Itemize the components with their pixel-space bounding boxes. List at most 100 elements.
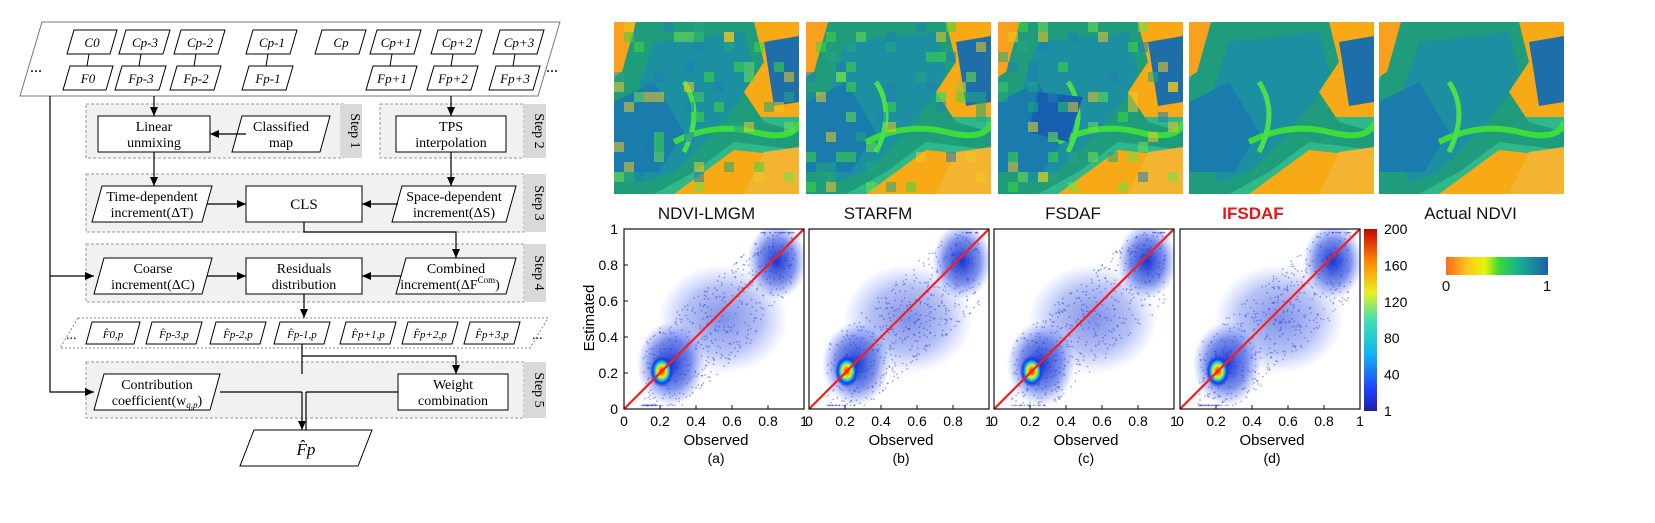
x-tick-label: 0.8 <box>758 413 778 429</box>
prediction-row: F̂0,p F̂p-3,p F̂p-2,p F̂p-1,p F̂p+1,p F̂… <box>85 321 521 345</box>
scatter-panel-1: 00 0.2 0.2 0.4 0.4 0.6 0.6 0.8 0.8 1 1 Observed(a) <box>599 223 809 466</box>
x-tick-label: 0.4 <box>686 413 706 429</box>
x-tick-label: 1 <box>985 413 993 429</box>
ellipsis-right: ... <box>546 59 558 76</box>
svg-text:F̂p+1,p: F̂p+1,p <box>350 328 385 341</box>
label-ifsdaf: IFSDAF <box>1222 204 1284 223</box>
label-Fp+2: Fp+2 <box>437 71 468 86</box>
svg-text:interpolation: interpolation <box>415 136 487 151</box>
ndvi-colorbar <box>1446 257 1548 275</box>
label-Cp: Cp <box>333 35 349 50</box>
step3-tab <box>524 174 546 232</box>
svg-text:CLS: CLS <box>290 197 318 213</box>
svg-text:...: ... <box>66 328 77 343</box>
svg-text:distribution: distribution <box>272 278 337 293</box>
label-C0: C0 <box>84 35 100 50</box>
svg-text:Space-dependent: Space-dependent <box>406 190 502 205</box>
x-tick-label: 0.8 <box>1128 413 1148 429</box>
step2-label: Step 2 <box>531 113 546 148</box>
one-to-one-line <box>624 229 804 409</box>
x-tick-label: 0.2 <box>650 413 670 429</box>
ndvi-image-1 <box>614 22 799 194</box>
svg-text:Weight: Weight <box>433 378 473 393</box>
label-Cp+1: Cp+1 <box>381 35 411 50</box>
density-colorbar <box>1364 229 1377 411</box>
svg-text:Classified: Classified <box>253 120 309 135</box>
label-Cp-2: Cp-2 <box>187 35 214 50</box>
label-actual-ndvi: Actual NDVI <box>1424 204 1517 223</box>
flow-arrows <box>49 96 460 430</box>
svg-text:Linear: Linear <box>136 120 173 135</box>
svg-text:map: map <box>269 136 293 151</box>
density-colorbar-label: 40 <box>1384 367 1400 383</box>
svg-text:Coarse: Coarse <box>134 262 173 277</box>
label-Fp+1: Fp+1 <box>376 71 407 86</box>
density-colorbar-label: 160 <box>1384 257 1408 273</box>
ylabel-estimated: Estimated <box>581 285 598 352</box>
svg-text:TPS: TPS <box>439 120 463 135</box>
label-Fp-1: Fp-1 <box>254 71 280 86</box>
one-to-one-line <box>809 229 989 409</box>
label-starfm: STARFM <box>843 204 913 223</box>
ndvi-colorbar-min: 0 <box>1441 278 1451 295</box>
ndvi-image-3 <box>998 22 1183 194</box>
x-tick-label: 0.6 <box>1278 413 1298 429</box>
step4-label: Step 4 <box>531 255 546 290</box>
ndvi-image-2 <box>806 22 991 194</box>
y-tick-label: 1 <box>610 223 618 237</box>
density-colorbar-label: 120 <box>1384 294 1408 310</box>
y-tick-label: 0 <box>610 401 618 417</box>
scatter-panel-4: 0 0.2 0.4 0.6 0.8 1 Observed(d) <box>1176 228 1364 466</box>
flowchart: ... ... C0 Cp-3 Cp-2 Cp-1 Cp Cp+1 Cp+2 C… <box>19 21 561 467</box>
x-tick-label: 0.6 <box>1092 413 1112 429</box>
residuals-box <box>245 257 363 295</box>
step5-label: Step 5 <box>531 372 546 407</box>
panel-label: (c) <box>1078 450 1094 466</box>
contribution-coefficient-box <box>93 373 221 411</box>
x-tick-label: 1 <box>800 413 808 429</box>
x-tick-label: 0.4 <box>871 413 891 429</box>
x-tick-label: 1 <box>1356 413 1364 429</box>
x-tick-label: 0.6 <box>722 413 742 429</box>
x-tick-label: 0.2 <box>1020 413 1040 429</box>
density-colorbar-label: 80 <box>1384 330 1400 346</box>
label-Cp+2: Cp+2 <box>442 35 473 50</box>
xlabel-observed: Observed <box>1053 432 1118 449</box>
svg-text:F̂0,p: F̂0,p <box>102 328 124 341</box>
label-Cp-3: Cp-3 <box>132 35 159 50</box>
classified-map-box <box>231 115 331 153</box>
svg-text:unmixing: unmixing <box>127 136 181 151</box>
svg-text:F̂p-3,p: F̂p-3,p <box>158 328 189 341</box>
svg-text:coefficient(wq,p): coefficient(wq,p) <box>112 394 203 410</box>
x-tick-label: 0 <box>990 413 998 429</box>
step5-tab <box>524 362 546 418</box>
label-ndvi-lmgm: NDVI-LMGM <box>657 204 756 223</box>
label-Fp-3: Fp-3 <box>127 71 154 86</box>
one-to-one-line <box>1180 229 1360 409</box>
scatter-panel-2: 0 0.2 0.4 0.6 0.8 1 Observed(b) <box>805 228 993 466</box>
svg-text:increment(ΔC): increment(ΔC) <box>111 278 195 293</box>
scatter-plots: Estimated 0 0 0.2 0.2 0.4 0.4 0.6 0.6 0.8 0.8 1 1 Ob… <box>581 223 1408 466</box>
label-Cp+3: Cp+3 <box>504 35 535 50</box>
weight-combination-box <box>397 373 509 411</box>
panel-label: (b) <box>892 450 909 466</box>
svg-text:F̂p+2,p: F̂p+2,p <box>412 328 447 341</box>
x-tick-label: 0.8 <box>1314 413 1334 429</box>
x-tick-label: 0.2 <box>1206 413 1226 429</box>
tps-interpolation-box <box>395 115 507 153</box>
svg-text:Contribution: Contribution <box>121 378 193 393</box>
svg-text:increment(ΔS): increment(ΔS) <box>413 206 495 221</box>
output-label: F̂p <box>296 440 316 459</box>
svg-text:increment(ΔT): increment(ΔT) <box>111 206 194 221</box>
step1-label: Step 1 <box>347 113 362 148</box>
scatter-panel-3: 0 0.2 0.4 0.6 0.8 1 Observed(c) <box>990 228 1178 466</box>
label-fsdaf: FSDAF <box>1045 204 1101 223</box>
time-dependent-box <box>91 185 213 223</box>
one-to-one-line <box>994 229 1174 409</box>
ndvi-image-5 <box>1379 22 1564 194</box>
output-box <box>239 429 373 467</box>
svg-text:combination: combination <box>418 394 488 409</box>
label-F0: F0 <box>80 71 96 86</box>
x-tick-label: 0 <box>805 413 813 429</box>
cls-box <box>245 185 363 223</box>
